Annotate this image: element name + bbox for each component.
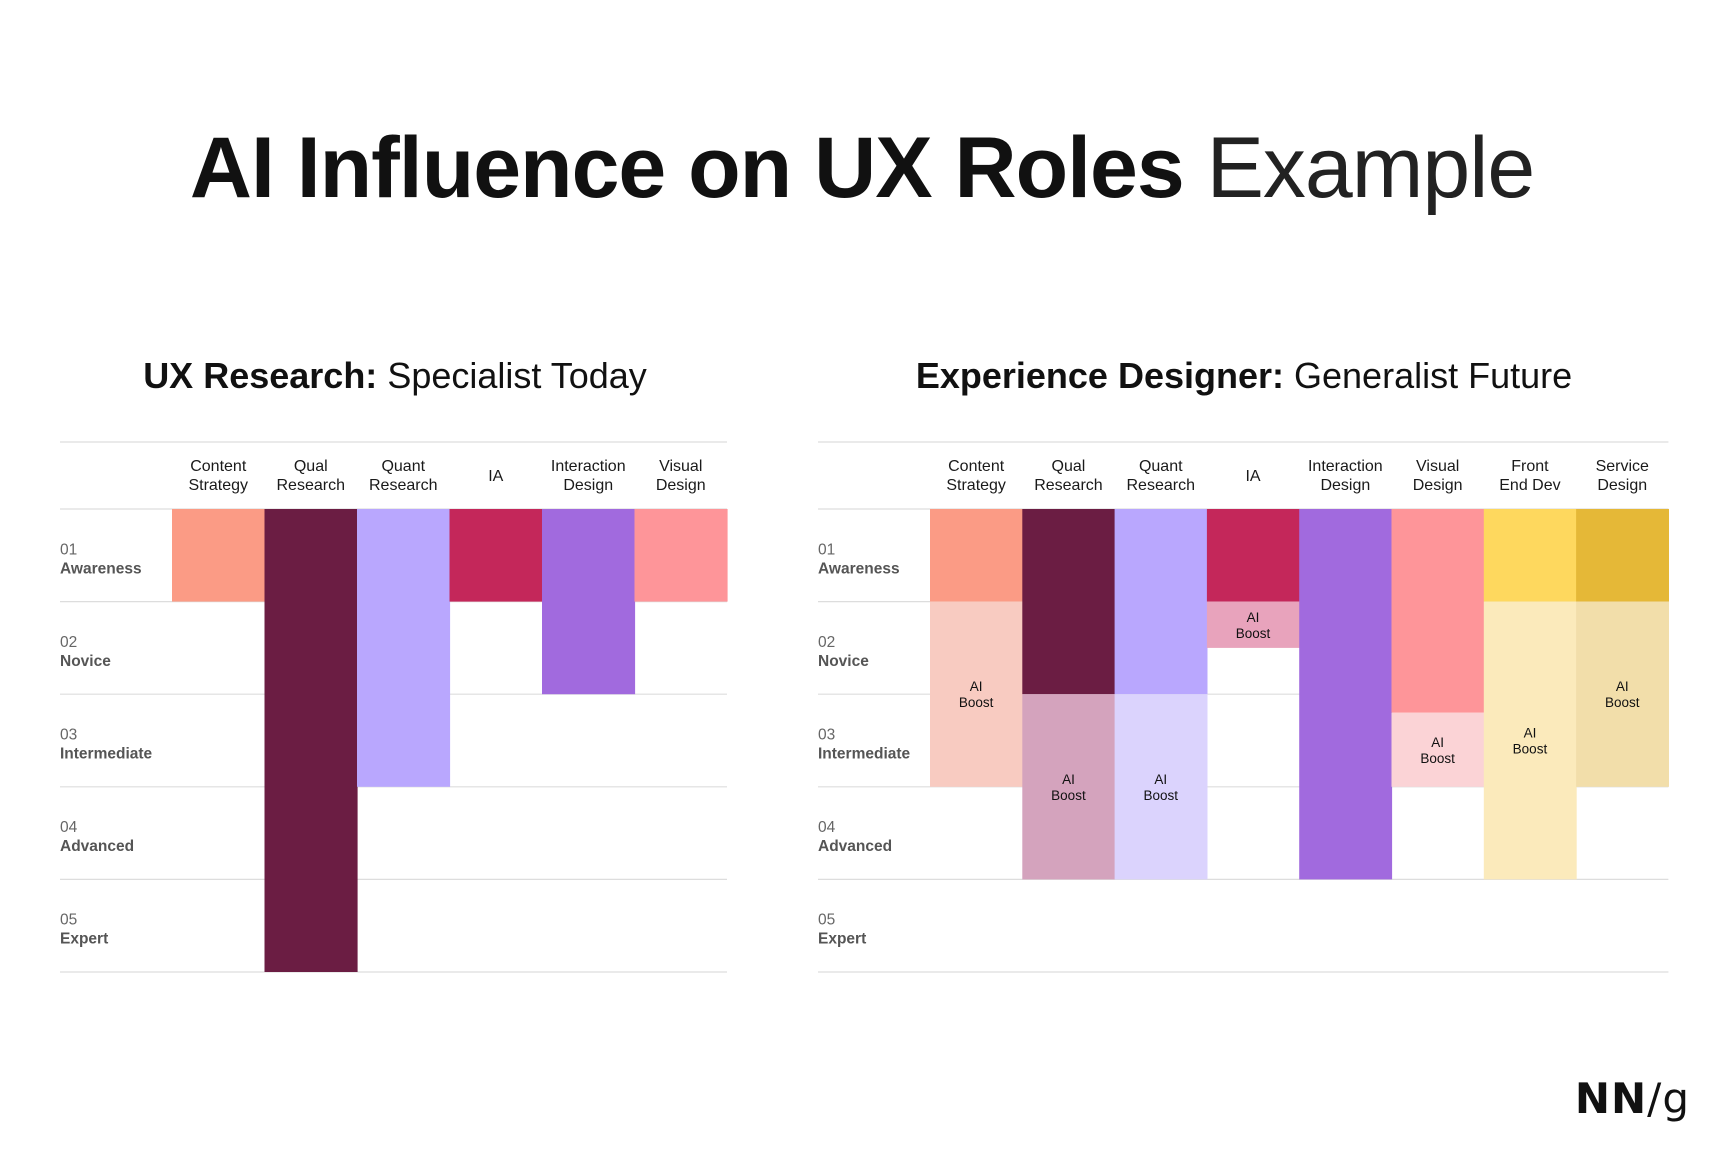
level-name-advanced: Advanced xyxy=(818,838,892,855)
level-number: 01 xyxy=(60,541,77,558)
bar-visual-design xyxy=(1391,509,1485,713)
page-title-bold: AI Influence on UX Roles xyxy=(189,120,1185,216)
level-name-intermediate: Intermediate xyxy=(60,746,153,763)
ai-boost-label: AI Boost xyxy=(1420,735,1455,766)
logo-nn: NN xyxy=(1574,1074,1648,1123)
bar-quant-research xyxy=(357,509,451,787)
level-name-novice: Novice xyxy=(818,653,869,670)
bar-interaction-design xyxy=(1299,509,1393,880)
ai-boost-bar-quant-research xyxy=(1114,694,1208,880)
column-header-content-strategy: Content Strategy xyxy=(188,458,248,494)
ai-boost-label: AI Boost xyxy=(1236,610,1271,641)
level-name-expert: Expert xyxy=(60,931,108,948)
page-title-light: Example xyxy=(1206,120,1536,216)
level-name-novice: Novice xyxy=(60,653,111,670)
column-header-qual-research: Qual Research xyxy=(277,458,345,494)
ai-boost-bar-content-strategy xyxy=(930,601,1023,787)
ai-boost-bar-visual-design xyxy=(1391,712,1485,787)
bar-ia xyxy=(449,509,543,602)
bar-service-design xyxy=(1576,509,1669,602)
column-header-quant-research: Quant Research xyxy=(1127,458,1195,494)
level-number: 03 xyxy=(818,727,835,744)
column-header-ia: IA xyxy=(1245,468,1260,485)
ai-boost-bar-service-design xyxy=(1576,601,1669,787)
level-number: 05 xyxy=(60,912,77,929)
ai-boost-label: AI Boost xyxy=(1605,679,1640,710)
ai-boost-bar-front-end-dev xyxy=(1483,601,1577,880)
level-number: 05 xyxy=(818,912,835,929)
ai-boost-bar-ia xyxy=(1206,601,1300,648)
level-number: 03 xyxy=(60,727,77,744)
level-name-intermediate: Intermediate xyxy=(818,746,911,763)
bar-content-strategy xyxy=(172,509,266,602)
level-number: 04 xyxy=(818,819,836,836)
level-number: 04 xyxy=(60,819,78,836)
chart-title-generalist: Experience Designer: Generalist Future xyxy=(818,354,1670,398)
level-name-expert: Expert xyxy=(818,931,866,948)
bar-qual-research xyxy=(1022,509,1116,695)
bar-front-end-dev xyxy=(1483,509,1577,602)
bar-quant-research xyxy=(1114,509,1208,695)
ai-boost-label: AI Boost xyxy=(1051,772,1086,803)
chart-title-bold: Experience Designer: xyxy=(915,355,1284,396)
bar-visual-design xyxy=(634,509,728,602)
level-number: 01 xyxy=(818,541,835,558)
level-name-awareness: Awareness xyxy=(60,560,142,577)
page-title: AI Influence on UX Roles Example xyxy=(0,118,1724,218)
column-header-interaction-design: Interaction Design xyxy=(1308,458,1383,494)
column-header-qual-research: Qual Research xyxy=(1034,458,1102,494)
chart-title-bold: UX Research: xyxy=(143,355,378,396)
logo-g: g xyxy=(1662,1074,1690,1123)
bar-interaction-design xyxy=(542,509,636,695)
logo-slash: / xyxy=(1647,1074,1663,1123)
column-header-quant-research: Quant Research xyxy=(369,458,437,494)
column-header-front-end-dev: Front End Dev xyxy=(1499,458,1560,494)
ai-boost-label: AI Boost xyxy=(1513,726,1548,757)
column-header-visual-design: Visual Design xyxy=(1413,458,1463,494)
level-name-awareness: Awareness xyxy=(818,560,900,577)
column-header-service-design: Service Design xyxy=(1596,458,1649,494)
ai-boost-label: AI Boost xyxy=(1143,772,1178,803)
ai-boost-bar-qual-research xyxy=(1022,694,1116,880)
level-name-advanced: Advanced xyxy=(60,838,134,855)
column-header-interaction-design: Interaction Design xyxy=(551,458,626,494)
column-header-visual-design: Visual Design xyxy=(656,458,706,494)
chart-title-light: Generalist Future xyxy=(1294,355,1573,396)
chart-title-light: Specialist Today xyxy=(387,355,647,396)
column-header-content-strategy: Content Strategy xyxy=(946,458,1006,494)
chart-title-specialist: UX Research: Specialist Today xyxy=(60,354,730,398)
bar-qual-research xyxy=(264,509,358,972)
bar-ia xyxy=(1206,509,1300,602)
level-number: 02 xyxy=(818,634,835,651)
ai-boost-label: AI Boost xyxy=(959,679,994,710)
level-number: 02 xyxy=(60,634,77,651)
nng-logo: NN/g xyxy=(1575,1074,1690,1124)
bar-content-strategy xyxy=(930,509,1023,602)
column-header-ia: IA xyxy=(488,468,503,485)
